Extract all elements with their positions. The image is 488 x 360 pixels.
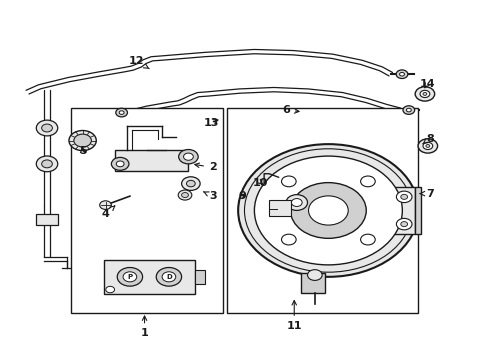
Circle shape <box>156 267 181 286</box>
Circle shape <box>181 193 188 198</box>
Circle shape <box>111 157 129 170</box>
Circle shape <box>281 234 296 245</box>
Text: P: P <box>127 274 132 280</box>
Bar <box>104 260 194 294</box>
Circle shape <box>400 194 407 199</box>
Text: 11: 11 <box>286 301 302 331</box>
Circle shape <box>238 144 418 277</box>
Text: 13: 13 <box>203 118 219 128</box>
Circle shape <box>41 160 52 168</box>
Bar <box>36 214 58 225</box>
Text: 1: 1 <box>141 316 148 338</box>
Circle shape <box>307 270 322 280</box>
Bar <box>269 200 291 216</box>
Circle shape <box>162 272 175 282</box>
Circle shape <box>100 201 111 210</box>
Circle shape <box>74 134 91 147</box>
Bar <box>301 273 324 293</box>
Circle shape <box>116 161 124 167</box>
Text: 8: 8 <box>422 134 433 144</box>
Bar <box>414 187 420 234</box>
Circle shape <box>419 90 429 98</box>
Circle shape <box>69 131 96 150</box>
Text: 9: 9 <box>238 191 245 201</box>
Circle shape <box>119 111 124 114</box>
Circle shape <box>183 153 193 160</box>
Circle shape <box>281 176 296 187</box>
Bar <box>227 108 417 313</box>
Text: 14: 14 <box>419 79 434 89</box>
Circle shape <box>308 196 347 225</box>
Text: 10: 10 <box>252 177 268 188</box>
Text: 6: 6 <box>282 105 298 115</box>
Circle shape <box>181 177 200 190</box>
Text: 3: 3 <box>203 191 216 201</box>
Circle shape <box>36 120 58 136</box>
Bar <box>115 150 188 171</box>
Circle shape <box>417 139 437 153</box>
Text: 2: 2 <box>194 162 216 172</box>
Circle shape <box>178 190 191 200</box>
Circle shape <box>395 70 407 78</box>
Circle shape <box>105 286 114 293</box>
Circle shape <box>399 72 404 76</box>
Circle shape <box>123 272 137 282</box>
Circle shape <box>406 108 410 112</box>
Circle shape <box>116 108 127 117</box>
Circle shape <box>414 87 434 101</box>
Circle shape <box>178 149 198 164</box>
Circle shape <box>285 195 307 210</box>
Circle shape <box>422 93 426 95</box>
Text: 5: 5 <box>79 145 86 156</box>
Circle shape <box>360 176 374 187</box>
Circle shape <box>186 180 195 187</box>
Bar <box>71 108 222 313</box>
Circle shape <box>254 156 402 265</box>
Circle shape <box>400 222 407 226</box>
Circle shape <box>117 267 142 286</box>
Text: 12: 12 <box>128 56 149 69</box>
Circle shape <box>41 124 52 132</box>
Bar <box>194 270 205 284</box>
Circle shape <box>396 219 411 230</box>
Text: D: D <box>166 274 171 280</box>
Bar <box>392 187 414 234</box>
Circle shape <box>422 142 432 149</box>
Text: 7: 7 <box>419 189 433 199</box>
Circle shape <box>396 191 411 203</box>
Circle shape <box>425 144 429 147</box>
Text: 4: 4 <box>102 206 115 219</box>
Circle shape <box>402 106 414 114</box>
Circle shape <box>291 199 302 207</box>
Circle shape <box>290 183 366 238</box>
Circle shape <box>360 234 374 245</box>
Circle shape <box>36 156 58 172</box>
